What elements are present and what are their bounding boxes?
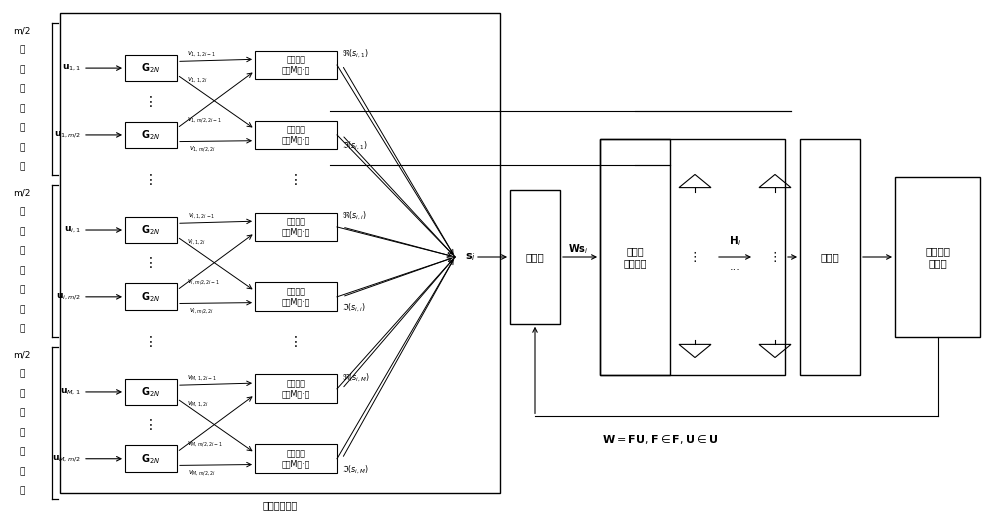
Text: 调制序号
映射M（·）: 调制序号 映射M（·） xyxy=(282,379,310,398)
Text: 接收端: 接收端 xyxy=(821,252,839,262)
Text: ⋮: ⋮ xyxy=(144,95,158,108)
Text: 调: 调 xyxy=(19,227,25,236)
Text: $\mathbf{u}_{1,1}$: $\mathbf{u}_{1,1}$ xyxy=(62,63,81,73)
Text: 块: 块 xyxy=(19,486,25,495)
Bar xyxy=(255,283,337,311)
Text: $v_{i,m/2,2i}$: $v_{i,m/2,2i}$ xyxy=(189,306,215,316)
Text: $\mathbf{H}_{i}$: $\mathbf{H}_{i}$ xyxy=(729,235,741,248)
Text: $\mathbf{u}_{1,m/2}$: $\mathbf{u}_{1,m/2}$ xyxy=(54,130,81,140)
Text: $v_{M,1,2i-1}$: $v_{M,1,2i-1}$ xyxy=(187,373,217,382)
Text: ⋮: ⋮ xyxy=(769,250,781,264)
Text: $\mathbf{G}_{2N}$: $\mathbf{G}_{2N}$ xyxy=(141,128,161,142)
Text: ⋮: ⋮ xyxy=(144,418,158,432)
Bar xyxy=(255,444,337,473)
Text: $\mathbf{u}_{M,m/2}$: $\mathbf{u}_{M,m/2}$ xyxy=(52,453,81,464)
Text: 制: 制 xyxy=(19,85,25,94)
Bar xyxy=(125,55,177,82)
Text: $v_{i,1,2i-1}$: $v_{i,1,2i-1}$ xyxy=(188,211,216,220)
Text: ⋮: ⋮ xyxy=(689,250,701,264)
Bar xyxy=(255,120,337,149)
Text: $v_{1,1,2i}$: $v_{1,1,2i}$ xyxy=(187,76,208,84)
Text: 调: 调 xyxy=(19,65,25,74)
Text: 码: 码 xyxy=(19,143,25,152)
Text: $\mathbf{G}_{2N}$: $\mathbf{G}_{2N}$ xyxy=(141,452,161,466)
Text: ···: ··· xyxy=(730,265,740,275)
Text: ⋮: ⋮ xyxy=(289,173,303,187)
Text: m/2: m/2 xyxy=(13,188,31,197)
Text: $v_{1,m/2,2i-1}$: $v_{1,m/2,2i-1}$ xyxy=(187,116,222,125)
Text: $\mathbf{s}_{i}$: $\mathbf{s}_{i}$ xyxy=(465,251,476,263)
Text: 制: 制 xyxy=(19,247,25,255)
Text: 制: 制 xyxy=(19,409,25,417)
Text: ⋮: ⋮ xyxy=(289,335,303,349)
Text: 确定发送符号: 确定发送符号 xyxy=(262,500,298,510)
Text: m/2: m/2 xyxy=(13,26,31,35)
Text: 预编码: 预编码 xyxy=(526,252,544,262)
Text: ⋮: ⋮ xyxy=(144,256,158,270)
Text: $\Re(s_{i,i})$: $\Re(s_{i,i})$ xyxy=(342,210,366,222)
Text: $v_{M,1,2i}$: $v_{M,1,2i}$ xyxy=(187,399,209,408)
Text: 映射到
发送天线: 映射到 发送天线 xyxy=(623,246,647,268)
Bar xyxy=(800,139,860,375)
Text: $\mathbf{G}_{2N}$: $\mathbf{G}_{2N}$ xyxy=(141,290,161,304)
Text: 选择预编
码矩阵: 选择预编 码矩阵 xyxy=(925,246,950,268)
Text: 块: 块 xyxy=(19,324,25,334)
Text: $\mathbf{Ws}_{i}$: $\mathbf{Ws}_{i}$ xyxy=(568,243,589,256)
Text: 码: 码 xyxy=(19,467,25,476)
Text: 块: 块 xyxy=(19,162,25,172)
Text: m/2: m/2 xyxy=(13,350,31,359)
Text: ⋮: ⋮ xyxy=(144,173,158,187)
Bar xyxy=(600,139,670,375)
Text: 调制序号
映射M（·）: 调制序号 映射M（·） xyxy=(282,125,310,144)
Text: 号: 号 xyxy=(19,286,25,295)
Text: $v_{i,m/2,2i-1}$: $v_{i,m/2,2i-1}$ xyxy=(187,278,220,287)
Text: 符: 符 xyxy=(19,428,25,437)
Text: $\mathbf{W}=\mathbf{F}\mathbf{U},\mathbf{F}\in \mathbf{F},\mathbf{U}\in \mathbf{: $\mathbf{W}=\mathbf{F}\mathbf{U},\mathbf… xyxy=(602,433,718,446)
Bar xyxy=(125,378,177,405)
Bar xyxy=(125,445,177,472)
Text: 符: 符 xyxy=(19,266,25,275)
Text: 调制序号
映射M（·）: 调制序号 映射M（·） xyxy=(282,449,310,468)
Text: $\mathbf{u}_{M,1}$: $\mathbf{u}_{M,1}$ xyxy=(60,387,81,397)
Bar xyxy=(125,284,177,310)
Text: $\mathbf{G}_{2N}$: $\mathbf{G}_{2N}$ xyxy=(141,61,161,75)
Text: 个: 个 xyxy=(19,208,25,217)
Text: $\Im(s_{i,i})$: $\Im(s_{i,i})$ xyxy=(342,302,365,314)
Text: $\Im(s_{i,M})$: $\Im(s_{i,M})$ xyxy=(342,464,369,476)
Bar xyxy=(255,50,337,79)
Text: $v_{M,m/2,2i-1}$: $v_{M,m/2,2i-1}$ xyxy=(187,439,223,449)
Bar xyxy=(600,139,785,375)
Text: 个: 个 xyxy=(19,46,25,55)
Bar xyxy=(125,217,177,244)
Text: $\Im(s_{i,1})$: $\Im(s_{i,1})$ xyxy=(342,140,367,152)
Text: $v_{1,1,2i-1}$: $v_{1,1,2i-1}$ xyxy=(187,49,217,58)
Bar xyxy=(125,121,177,148)
Text: $v_{M,m/2,2i}$: $v_{M,m/2,2i}$ xyxy=(188,468,216,478)
Text: $\Re(s_{i,1})$: $\Re(s_{i,1})$ xyxy=(342,48,368,60)
Text: $v_{1,m/2,2i}$: $v_{1,m/2,2i}$ xyxy=(189,144,215,154)
Text: ⋮: ⋮ xyxy=(144,335,158,349)
Text: 调制序号
映射M（·）: 调制序号 映射M（·） xyxy=(282,56,310,75)
Text: $\mathbf{u}_{i,1}$: $\mathbf{u}_{i,1}$ xyxy=(64,225,81,235)
Text: 号: 号 xyxy=(19,124,25,133)
Bar xyxy=(510,190,560,324)
Text: $v_{i,1,2i}$: $v_{i,1,2i}$ xyxy=(187,237,206,246)
Bar xyxy=(895,177,980,337)
Bar xyxy=(255,374,337,403)
Text: $\mathbf{u}_{i,m/2}$: $\mathbf{u}_{i,m/2}$ xyxy=(56,291,81,302)
Text: 调制序号
映射M（·）: 调制序号 映射M（·） xyxy=(282,217,310,236)
Text: 码: 码 xyxy=(19,305,25,314)
Text: $\Re(s_{i,M})$: $\Re(s_{i,M})$ xyxy=(342,372,370,383)
Bar xyxy=(60,13,500,493)
Text: 调: 调 xyxy=(19,389,25,398)
Text: 号: 号 xyxy=(19,448,25,456)
Text: 调制序号
映射M（·）: 调制序号 映射M（·） xyxy=(282,287,310,306)
Text: $\mathbf{G}_{2N}$: $\mathbf{G}_{2N}$ xyxy=(141,385,161,399)
Text: $\mathbf{G}_{2N}$: $\mathbf{G}_{2N}$ xyxy=(141,223,161,237)
Text: 符: 符 xyxy=(19,104,25,113)
Text: 个: 个 xyxy=(19,370,25,379)
Bar xyxy=(255,212,337,241)
